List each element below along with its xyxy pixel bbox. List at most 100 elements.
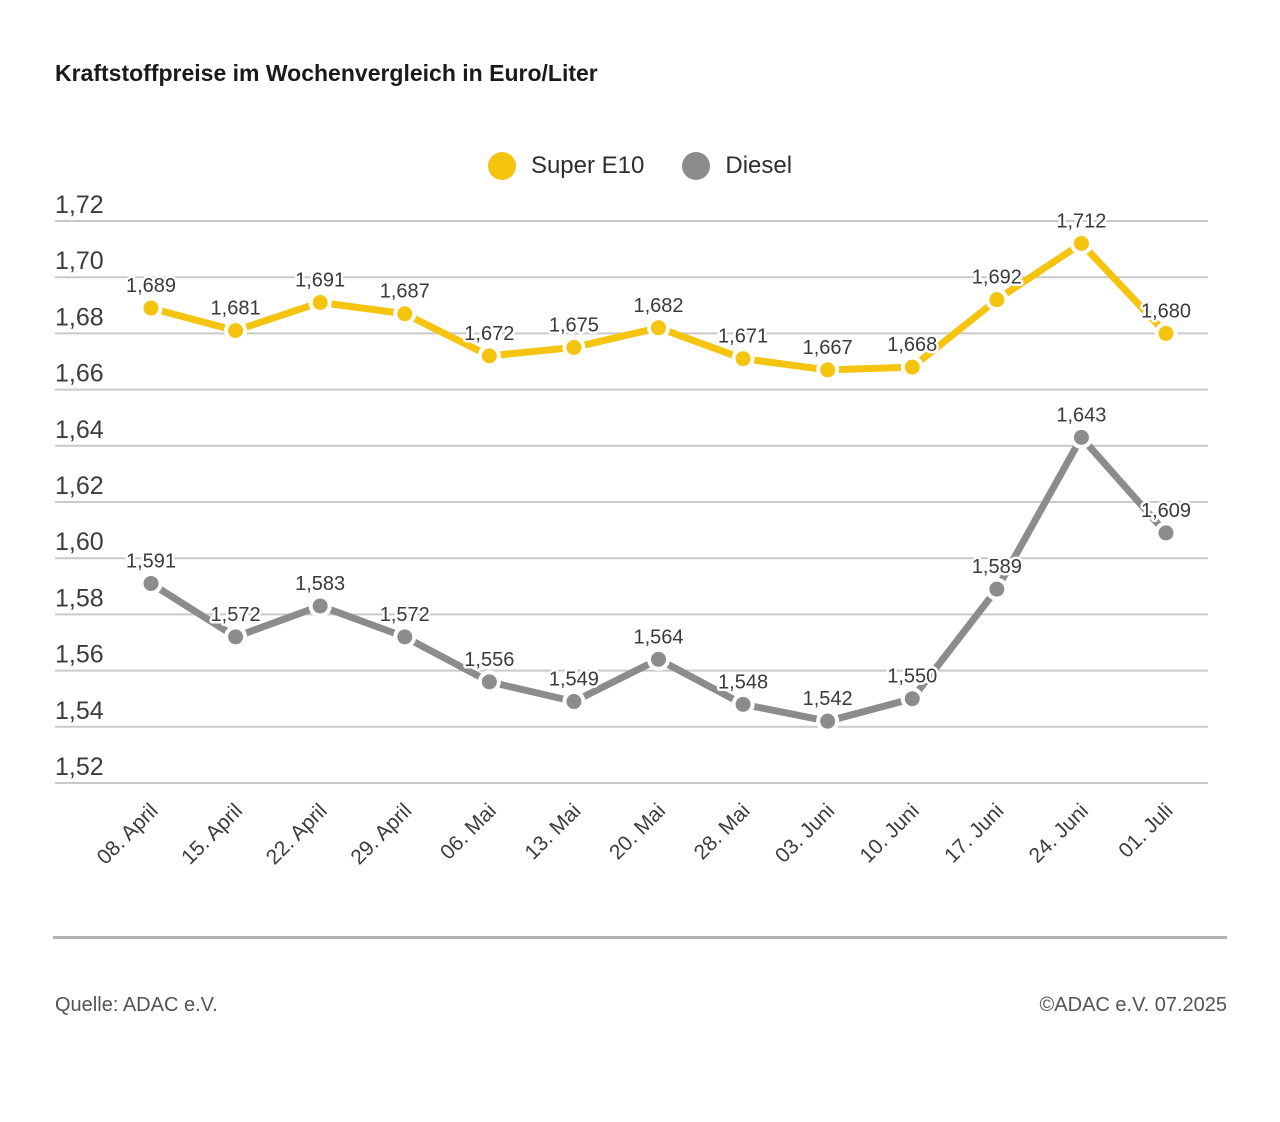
y-axis-tick-label: 1,70 (55, 247, 104, 275)
data-label-diesel: 1,550 (887, 666, 937, 688)
footer-divider (53, 936, 1227, 939)
data-label-diesel: 1,549 (549, 669, 599, 691)
x-axis-tick-label: 10. Juni (856, 799, 924, 867)
x-axis-tick-label: 29. April (346, 799, 416, 869)
data-label-diesel: 1,564 (633, 626, 683, 648)
data-point-super-e10 (985, 288, 1009, 312)
data-point-super-e10 (477, 344, 501, 368)
data-label-super-e10: 1,675 (549, 314, 599, 336)
y-axis-tick-label: 1,64 (55, 416, 104, 444)
data-point-super-e10 (562, 335, 586, 359)
data-label-super-e10: 1,712 (1056, 210, 1106, 232)
legend: Super E10 Diesel (0, 152, 1280, 180)
series-segment-super-e10 (232, 298, 324, 335)
y-axis-tick-label: 1,60 (55, 528, 104, 556)
data-label-diesel: 1,583 (295, 573, 345, 595)
source-text: Quelle: ADAC e.V. (55, 994, 218, 1016)
x-axis-tick-label: 06. Mai (436, 799, 501, 864)
data-point-super-e10 (1154, 321, 1178, 345)
series-segment-super-e10 (739, 355, 832, 374)
series-segment-diesel (655, 655, 747, 708)
data-point-diesel (139, 571, 163, 595)
data-point-super-e10 (393, 302, 417, 326)
series-segment-diesel (316, 602, 409, 641)
series-segment-super-e10 (1077, 239, 1170, 337)
series-segment-super-e10 (401, 310, 493, 360)
super-e10-dot-icon (487, 152, 516, 180)
y-axis-tick-label: 1,58 (55, 584, 104, 612)
x-axis-tick-label: 28. Mai (690, 799, 755, 864)
series-segment-diesel (570, 655, 662, 706)
y-axis-tick-label: 1,54 (55, 697, 104, 725)
data-point-super-e10 (139, 296, 163, 320)
data-point-diesel (985, 577, 1009, 601)
y-axis-tick-label: 1,72 (55, 191, 104, 219)
data-label-diesel: 1,542 (803, 688, 853, 710)
data-point-super-e10 (647, 316, 670, 340)
data-point-diesel (731, 692, 755, 716)
data-point-diesel (393, 625, 417, 649)
chart-title: Kraftstoffpreise im Wochenvergleich in E… (55, 60, 598, 86)
data-label-super-e10: 1,667 (803, 337, 853, 359)
data-label-super-e10: 1,691 (295, 269, 345, 291)
x-axis-tick-label: 03. Juni (771, 799, 839, 867)
data-point-super-e10 (224, 319, 248, 343)
data-point-super-e10 (731, 347, 755, 371)
series-segment-diesel (824, 695, 916, 725)
series-segment-diesel (1077, 433, 1170, 537)
data-point-super-e10 (1069, 231, 1093, 255)
series-segment-diesel (993, 433, 1085, 593)
copyright-text: ©ADAC e.V. 07.2025 (1039, 994, 1227, 1016)
series-segment-diesel (147, 579, 240, 641)
series-segment-diesel (232, 602, 324, 641)
data-label-diesel: 1,591 (126, 550, 176, 572)
data-label-super-e10: 1,681 (211, 298, 261, 320)
legend-item-super-e10: Super E10 (487, 152, 645, 180)
data-label-super-e10: 1,668 (887, 334, 937, 356)
line-chart: 1,72 1,70 1,68 1,66 1,64 1,62 1,60 1,58 1,56 1,54… (55, 191, 1208, 869)
series-segment-super-e10 (908, 296, 1001, 371)
series-segment-diesel (739, 700, 832, 725)
x-axis-tick-label: 24. Juni (1025, 799, 1093, 867)
data-point-diesel (308, 594, 332, 618)
data-label-super-e10: 1,671 (718, 326, 768, 348)
y-axis-tick-label: 1,68 (55, 303, 104, 331)
series-segment-super-e10 (147, 304, 240, 335)
data-point-diesel (816, 709, 840, 733)
series-segment-super-e10 (824, 363, 916, 374)
data-label-diesel: 1,609 (1141, 500, 1191, 522)
data-point-super-e10 (900, 355, 924, 379)
legend-label-diesel: Diesel (725, 152, 793, 179)
x-axis-tick-label: 08. April (93, 799, 163, 869)
data-point-diesel (1069, 425, 1093, 449)
data-label-diesel: 1,556 (464, 649, 514, 671)
legend-label-super-e10: Super E10 (530, 152, 645, 179)
data-label-diesel: 1,572 (380, 604, 430, 626)
data-label-diesel: 1,589 (972, 556, 1022, 578)
x-axis-tick-label: 22. April (262, 799, 332, 869)
x-axis-tick-label: 17. Juni (940, 799, 1008, 867)
data-label-super-e10: 1,689 (126, 275, 176, 297)
series-segment-diesel (485, 678, 578, 706)
data-label-super-e10: 1,682 (633, 295, 683, 317)
diesel-dot-icon (682, 152, 711, 180)
data-label-super-e10: 1,692 (972, 267, 1022, 289)
data-point-super-e10 (816, 358, 840, 382)
data-point-diesel (224, 625, 248, 649)
data-point-super-e10 (308, 290, 332, 314)
y-axis-tick-label: 1,62 (55, 472, 104, 500)
series-segment-diesel (401, 633, 493, 686)
data-label-super-e10: 1,680 (1141, 300, 1191, 322)
y-axis-tick-label: 1,52 (55, 753, 104, 781)
data-label-super-e10: 1,687 (380, 281, 430, 303)
series-segment-super-e10 (655, 324, 747, 363)
data-point-diesel (562, 690, 586, 714)
x-axis-tick-label: 20. Mai (605, 799, 670, 864)
series-segment-diesel (908, 585, 1001, 703)
series-segment-super-e10 (316, 298, 409, 318)
x-axis-tick-label: 15. April (177, 799, 247, 869)
x-axis-tick-label: 13. Mai (520, 799, 585, 864)
data-point-diesel (647, 647, 670, 671)
data-point-diesel (900, 687, 924, 711)
series-segment-super-e10 (570, 324, 662, 351)
